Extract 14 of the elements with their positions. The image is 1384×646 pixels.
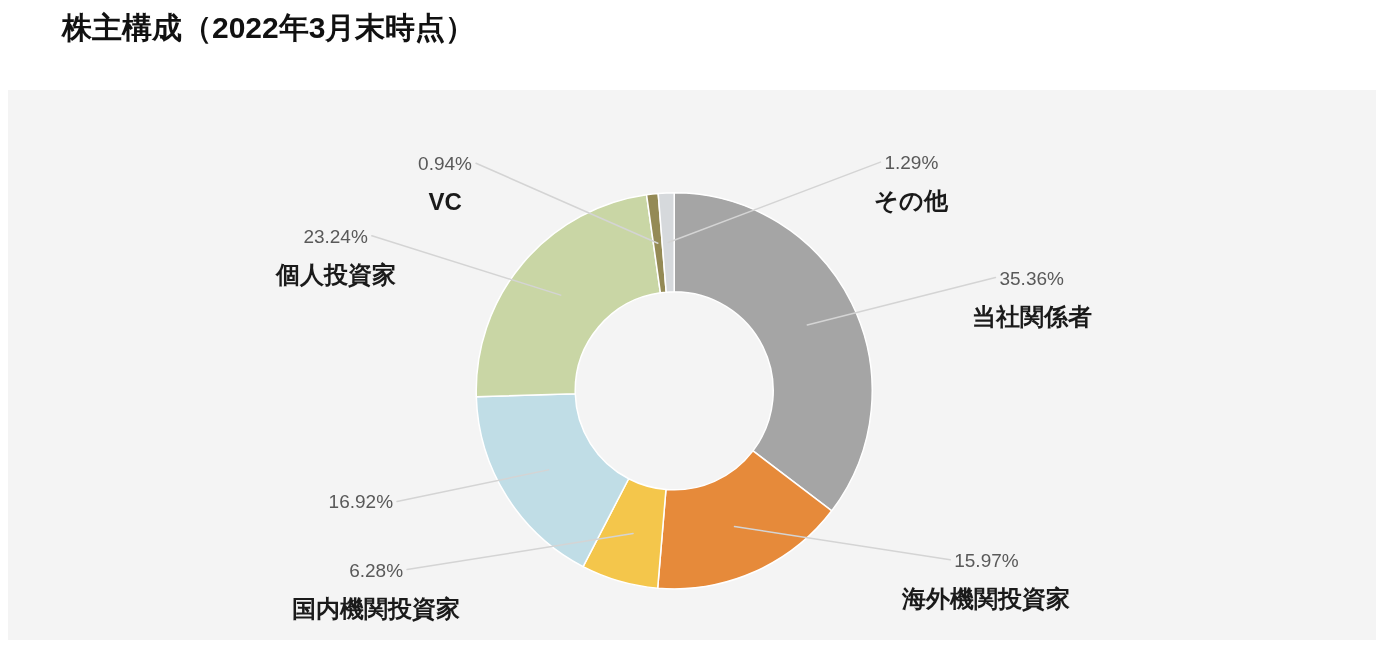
slice-label: 国内機関投資家 [292, 594, 461, 622]
slice-label: 個人投資家 [274, 260, 396, 288]
slice-label: その他 [874, 187, 950, 215]
data-label: 35.36% [999, 267, 1065, 289]
slice-label: 当社関係者 [971, 302, 1092, 330]
data-label: 15.97% [954, 549, 1019, 571]
data-label: 16.92% [328, 491, 394, 513]
slice-label: VC [428, 188, 462, 216]
data-label: 23.24% [303, 225, 368, 247]
data-label: 1.29% [884, 152, 939, 174]
chart-title: 株主構成（2022年3月末時点） [61, 11, 476, 44]
data-label: 0.94% [418, 153, 473, 175]
data-label: 6.28% [349, 559, 404, 581]
slice-label: 海外機関投資家 [901, 584, 1071, 612]
